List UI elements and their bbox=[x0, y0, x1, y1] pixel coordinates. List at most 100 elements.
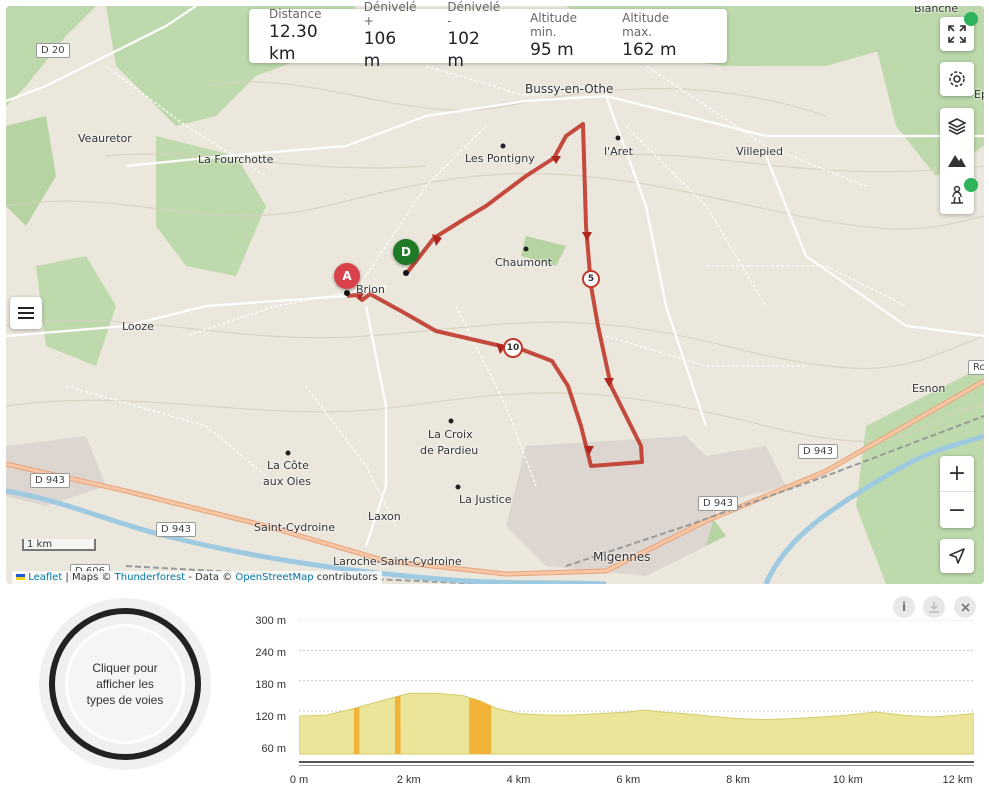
place-label: La Côte bbox=[267, 459, 309, 472]
place-label: Veauretor bbox=[78, 132, 132, 145]
elevation-highlight-segment bbox=[469, 697, 492, 754]
distance-axis-bar bbox=[299, 761, 974, 763]
osm-link[interactable]: OpenStreetMap bbox=[235, 572, 314, 583]
leaflet-link[interactable]: Leaflet bbox=[28, 572, 63, 583]
stat-elevation-gain: Dénivelé + 106 m bbox=[364, 0, 418, 71]
place-label: Laroche-Saint-Cydroine bbox=[333, 555, 462, 568]
place-label: aux Oies bbox=[263, 475, 311, 488]
info-icon: i bbox=[901, 600, 907, 614]
info-button[interactable]: i bbox=[893, 596, 915, 618]
thunderforest-link[interactable]: Thunderforest bbox=[114, 572, 186, 583]
stat-altitude-max: Altitude max. 162 m bbox=[622, 9, 687, 63]
elevation-area bbox=[299, 692, 974, 755]
stat-elevation-loss: Dénivelé - 102 m bbox=[447, 0, 500, 71]
distance-axis-line bbox=[299, 765, 974, 766]
road-types-donut[interactable]: Cliquer pour afficher les types de voies bbox=[39, 598, 211, 770]
donut-text: afficher les bbox=[96, 677, 154, 691]
x-tick-label: 8 km bbox=[726, 774, 750, 786]
donut-ring bbox=[49, 608, 201, 760]
km-marker-label: 10 bbox=[506, 343, 520, 353]
place-label: Saint-Cydroine bbox=[254, 521, 336, 534]
start-point bbox=[344, 290, 350, 296]
km-marker-10: 10 bbox=[503, 338, 523, 358]
end-point bbox=[403, 270, 409, 276]
gear-icon bbox=[949, 71, 965, 87]
x-tick-label: 10 km bbox=[832, 774, 863, 786]
end-marker[interactable]: D bbox=[393, 239, 419, 265]
stat-label: Altitude min. bbox=[530, 11, 577, 39]
map-scale: 1 km bbox=[22, 539, 96, 551]
close-icon bbox=[960, 602, 970, 612]
map-attribution: Leaflet | Maps © Thunderforest - Data © … bbox=[12, 571, 382, 584]
y-tick-label: 240 m bbox=[255, 647, 286, 659]
download-icon bbox=[929, 601, 939, 613]
place-label: de Pardieu bbox=[420, 444, 479, 457]
place-label: Ep bbox=[974, 88, 984, 101]
stat-altitude-min: Altitude min. 95 m bbox=[530, 9, 592, 63]
stat-value: 162 m bbox=[622, 40, 677, 60]
badge-icon bbox=[964, 178, 978, 192]
place-label: La Justice bbox=[459, 493, 512, 506]
map-view[interactable]: Bussy-en-Othe l'Aret Villepied Les Ponti… bbox=[6, 6, 984, 584]
zoom-out-button[interactable]: − bbox=[947, 497, 967, 523]
place-label: Looze bbox=[122, 320, 154, 333]
place-label: Brion bbox=[356, 283, 385, 296]
place-label: La Croix bbox=[428, 428, 473, 441]
start-marker[interactable]: A bbox=[334, 263, 360, 289]
stat-label: Altitude max. bbox=[622, 11, 670, 39]
hiker-icon[interactable] bbox=[948, 185, 966, 205]
zoom-controls: + − bbox=[940, 456, 974, 528]
place-label: La Fourchotte bbox=[198, 153, 274, 166]
attribution-text: - Data © bbox=[185, 572, 236, 583]
place-label: Chaumont bbox=[495, 256, 553, 269]
locate-button[interactable] bbox=[940, 539, 974, 573]
badge-icon bbox=[964, 12, 978, 26]
place-label: Blanche bbox=[914, 6, 959, 15]
download-button[interactable] bbox=[923, 596, 945, 618]
route-stats-panel: Distance 12.30 km Dénivelé + 106 m Déniv… bbox=[249, 0, 727, 71]
attribution-text: contributors bbox=[313, 572, 378, 583]
stat-label: Distance bbox=[269, 7, 322, 21]
road-shield: D 943 bbox=[156, 522, 196, 537]
elevation-profile-chart[interactable] bbox=[299, 620, 974, 770]
stat-value: 95 m bbox=[530, 40, 574, 60]
fullscreen-icon bbox=[948, 25, 966, 43]
elevation-highlight-segment bbox=[395, 695, 401, 754]
scale-label: 1 km bbox=[27, 539, 53, 550]
hamburger-icon bbox=[18, 307, 34, 319]
place-label: Laxon bbox=[368, 510, 401, 523]
donut-text: Cliquer pour bbox=[92, 661, 158, 675]
x-tick-label: 2 km bbox=[396, 774, 421, 786]
place-label: Les Pontigny bbox=[465, 152, 535, 165]
km-marker-label: 5 bbox=[587, 274, 595, 284]
x-tick-label: 12 km bbox=[942, 774, 973, 786]
x-tick-label: 4 km bbox=[506, 774, 531, 786]
mountain-icon[interactable] bbox=[947, 152, 967, 168]
y-tick-label: 60 m bbox=[261, 743, 286, 755]
settings-button[interactable] bbox=[940, 62, 974, 96]
place-label: Esnon bbox=[912, 382, 946, 395]
start-marker-label: A bbox=[342, 269, 352, 283]
x-tick-label: 6 km bbox=[616, 774, 641, 786]
stat-value: 102 m bbox=[447, 29, 480, 71]
end-marker-label: D bbox=[401, 245, 411, 259]
attribution-text: | Maps © bbox=[62, 572, 115, 583]
donut-center[interactable]: Cliquer pour afficher les types de voies bbox=[65, 624, 185, 744]
stat-label: Dénivelé + bbox=[363, 0, 417, 28]
close-button[interactable] bbox=[954, 596, 976, 618]
road-shield: D 943 bbox=[798, 444, 838, 459]
stat-label: Dénivelé - bbox=[447, 0, 501, 28]
menu-button[interactable] bbox=[10, 297, 42, 329]
place-label: Bussy-en-Othe bbox=[525, 82, 614, 96]
donut-text: types de voies bbox=[86, 693, 164, 707]
y-tick-label: 180 m bbox=[255, 679, 286, 691]
layer-controls bbox=[940, 108, 974, 214]
elevation-highlight-segment bbox=[353, 707, 360, 754]
place-label: l'Aret bbox=[604, 145, 633, 158]
km-marker-5: 5 bbox=[582, 270, 600, 288]
x-tick-label: 0 m bbox=[289, 774, 309, 786]
zoom-in-button[interactable]: + bbox=[940, 456, 974, 492]
road-shield: D 20 bbox=[36, 43, 70, 58]
layers-icon[interactable] bbox=[948, 117, 966, 135]
navigation-arrow-icon bbox=[949, 548, 965, 564]
